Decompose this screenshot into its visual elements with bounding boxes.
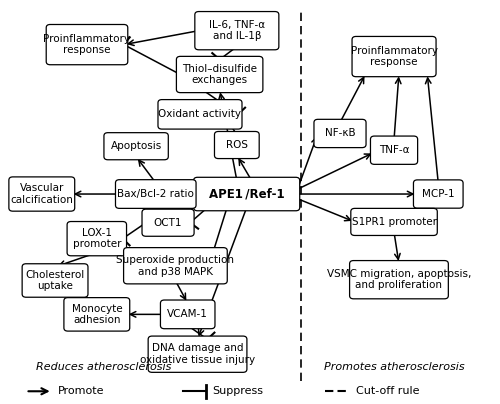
Text: DNA damage and
oxidative tissue injury: DNA damage and oxidative tissue injury [140, 343, 255, 365]
FancyBboxPatch shape [104, 133, 168, 160]
Text: Proinflammatory
response: Proinflammatory response [350, 46, 438, 67]
Text: Superoxide production
and p38 MAPK: Superoxide production and p38 MAPK [116, 255, 234, 277]
FancyBboxPatch shape [116, 180, 196, 208]
Text: Vascular
calcification: Vascular calcification [10, 183, 73, 205]
FancyBboxPatch shape [351, 208, 438, 236]
FancyBboxPatch shape [148, 336, 247, 372]
FancyBboxPatch shape [142, 209, 194, 236]
FancyBboxPatch shape [414, 180, 463, 208]
Text: IL-6, TNF-α
and IL-1β: IL-6, TNF-α and IL-1β [209, 20, 265, 42]
Text: Cut-off rule: Cut-off rule [356, 386, 419, 396]
Text: ROS: ROS [226, 140, 248, 150]
FancyBboxPatch shape [124, 248, 228, 284]
Text: Proinflammatory
response: Proinflammatory response [44, 34, 130, 55]
Text: Oxidant activity: Oxidant activity [158, 109, 242, 119]
FancyBboxPatch shape [194, 177, 300, 211]
FancyBboxPatch shape [160, 300, 215, 329]
Text: Reduces atherosclerosis: Reduces atherosclerosis [36, 362, 172, 372]
FancyBboxPatch shape [46, 25, 128, 65]
FancyBboxPatch shape [350, 261, 448, 299]
FancyBboxPatch shape [370, 136, 418, 164]
Text: LOX-1
promoter: LOX-1 promoter [72, 228, 121, 249]
FancyBboxPatch shape [352, 36, 436, 77]
Text: APE1 /Ref-1: APE1 /Ref-1 [209, 187, 284, 200]
Text: Bax/Bcl-2 ratio: Bax/Bcl-2 ratio [118, 189, 194, 199]
Text: Suppress: Suppress [212, 386, 264, 396]
Text: MCP-1: MCP-1 [422, 189, 454, 199]
Text: VCAM-1: VCAM-1 [168, 309, 208, 319]
Text: OCT1: OCT1 [154, 218, 182, 228]
Text: Promote: Promote [58, 386, 104, 396]
Text: Monocyte
adhesion: Monocyte adhesion [72, 303, 122, 325]
FancyBboxPatch shape [195, 12, 279, 50]
Text: VSMC migration, apoptosis,
and proliferation: VSMC migration, apoptosis, and prolifera… [327, 269, 471, 290]
Text: TNF-α: TNF-α [379, 145, 410, 155]
FancyBboxPatch shape [214, 131, 259, 158]
Text: Apoptosis: Apoptosis [110, 141, 162, 151]
Text: Promotes atherosclerosis: Promotes atherosclerosis [324, 362, 464, 372]
FancyBboxPatch shape [67, 221, 126, 256]
FancyBboxPatch shape [22, 264, 88, 297]
Text: NF-κB: NF-κB [324, 128, 356, 139]
Text: Thiol–disulfide
exchanges: Thiol–disulfide exchanges [182, 64, 257, 85]
FancyBboxPatch shape [176, 57, 263, 93]
Text: Cholesterol
uptake: Cholesterol uptake [26, 270, 85, 291]
Text: S1PR1 promoter: S1PR1 promoter [352, 217, 436, 227]
FancyBboxPatch shape [9, 177, 74, 211]
FancyBboxPatch shape [64, 298, 130, 331]
FancyBboxPatch shape [158, 100, 242, 129]
FancyBboxPatch shape [314, 119, 366, 147]
